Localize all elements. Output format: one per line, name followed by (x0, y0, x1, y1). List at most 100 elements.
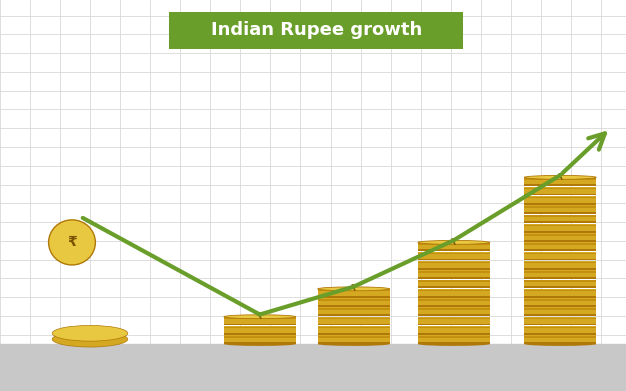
Bar (524, 287, 596, 288)
Bar (524, 234, 596, 235)
Bar (418, 317, 490, 325)
Bar (317, 317, 389, 319)
Ellipse shape (524, 342, 596, 346)
Bar (524, 298, 596, 307)
Bar (418, 270, 490, 279)
Bar (418, 317, 490, 319)
Ellipse shape (52, 331, 128, 347)
Bar (524, 307, 596, 316)
Bar (317, 336, 389, 338)
FancyBboxPatch shape (169, 12, 463, 49)
Text: ₹: ₹ (351, 284, 357, 293)
Bar (224, 317, 295, 319)
Bar (317, 307, 389, 316)
Bar (224, 336, 295, 338)
Bar (524, 215, 596, 217)
Bar (524, 233, 596, 242)
Bar (317, 326, 389, 335)
Bar (317, 327, 389, 328)
Bar (317, 324, 389, 325)
Bar (418, 280, 490, 282)
Bar (524, 231, 596, 233)
Bar (524, 336, 596, 338)
Bar (524, 184, 596, 186)
Ellipse shape (317, 287, 389, 291)
Ellipse shape (524, 176, 596, 179)
Bar (524, 242, 596, 251)
Ellipse shape (418, 240, 490, 244)
Bar (418, 327, 490, 328)
Bar (418, 314, 490, 316)
Bar (418, 268, 490, 270)
Bar (524, 317, 596, 319)
Bar (524, 289, 596, 298)
Bar (524, 205, 596, 214)
Bar (524, 308, 596, 310)
Ellipse shape (418, 342, 490, 346)
Bar (317, 317, 389, 325)
Bar (224, 324, 295, 325)
Bar (524, 324, 596, 325)
Bar (317, 298, 389, 307)
Bar (224, 342, 295, 344)
Bar (524, 252, 596, 260)
Bar (317, 289, 389, 298)
Text: ₹: ₹ (257, 312, 263, 321)
Bar (524, 243, 596, 245)
Bar (224, 333, 295, 335)
Ellipse shape (49, 220, 95, 265)
Bar (524, 296, 596, 298)
Bar (524, 327, 596, 328)
Bar (317, 308, 389, 310)
Bar (418, 305, 490, 307)
Bar (524, 314, 596, 316)
Text: ₹: ₹ (451, 238, 457, 247)
Bar (418, 287, 490, 288)
Bar (524, 224, 596, 233)
Ellipse shape (223, 342, 295, 346)
Bar (524, 280, 596, 282)
Bar (0, 344, 626, 391)
Ellipse shape (317, 342, 389, 346)
Text: ₹: ₹ (557, 173, 563, 182)
Bar (524, 258, 596, 260)
Bar (418, 324, 490, 325)
Bar (418, 262, 490, 264)
Bar (418, 296, 490, 298)
Bar (317, 335, 389, 344)
Bar (418, 333, 490, 335)
Bar (418, 253, 490, 254)
Bar (317, 342, 389, 344)
Bar (524, 225, 596, 226)
Bar (418, 261, 490, 270)
Bar (524, 342, 596, 344)
Bar (524, 270, 596, 279)
Bar (524, 305, 596, 307)
Ellipse shape (52, 325, 128, 341)
Bar (524, 268, 596, 270)
Bar (418, 242, 490, 251)
Bar (418, 308, 490, 310)
Bar (224, 327, 295, 328)
Bar (524, 196, 596, 205)
Bar (317, 314, 389, 316)
Bar (418, 290, 490, 291)
Ellipse shape (71, 221, 83, 264)
Bar (524, 212, 596, 214)
Bar (524, 194, 596, 196)
Bar (524, 249, 596, 251)
Bar (418, 336, 490, 338)
Bar (317, 296, 389, 298)
Bar (524, 253, 596, 254)
Bar (524, 317, 596, 325)
Bar (418, 299, 490, 301)
Bar (418, 271, 490, 273)
Bar (224, 317, 295, 325)
Text: ₹: ₹ (67, 235, 77, 249)
Bar (524, 215, 596, 223)
Bar (524, 187, 596, 196)
Bar (418, 252, 490, 260)
Bar (317, 299, 389, 301)
Bar (524, 277, 596, 279)
Bar (418, 277, 490, 279)
